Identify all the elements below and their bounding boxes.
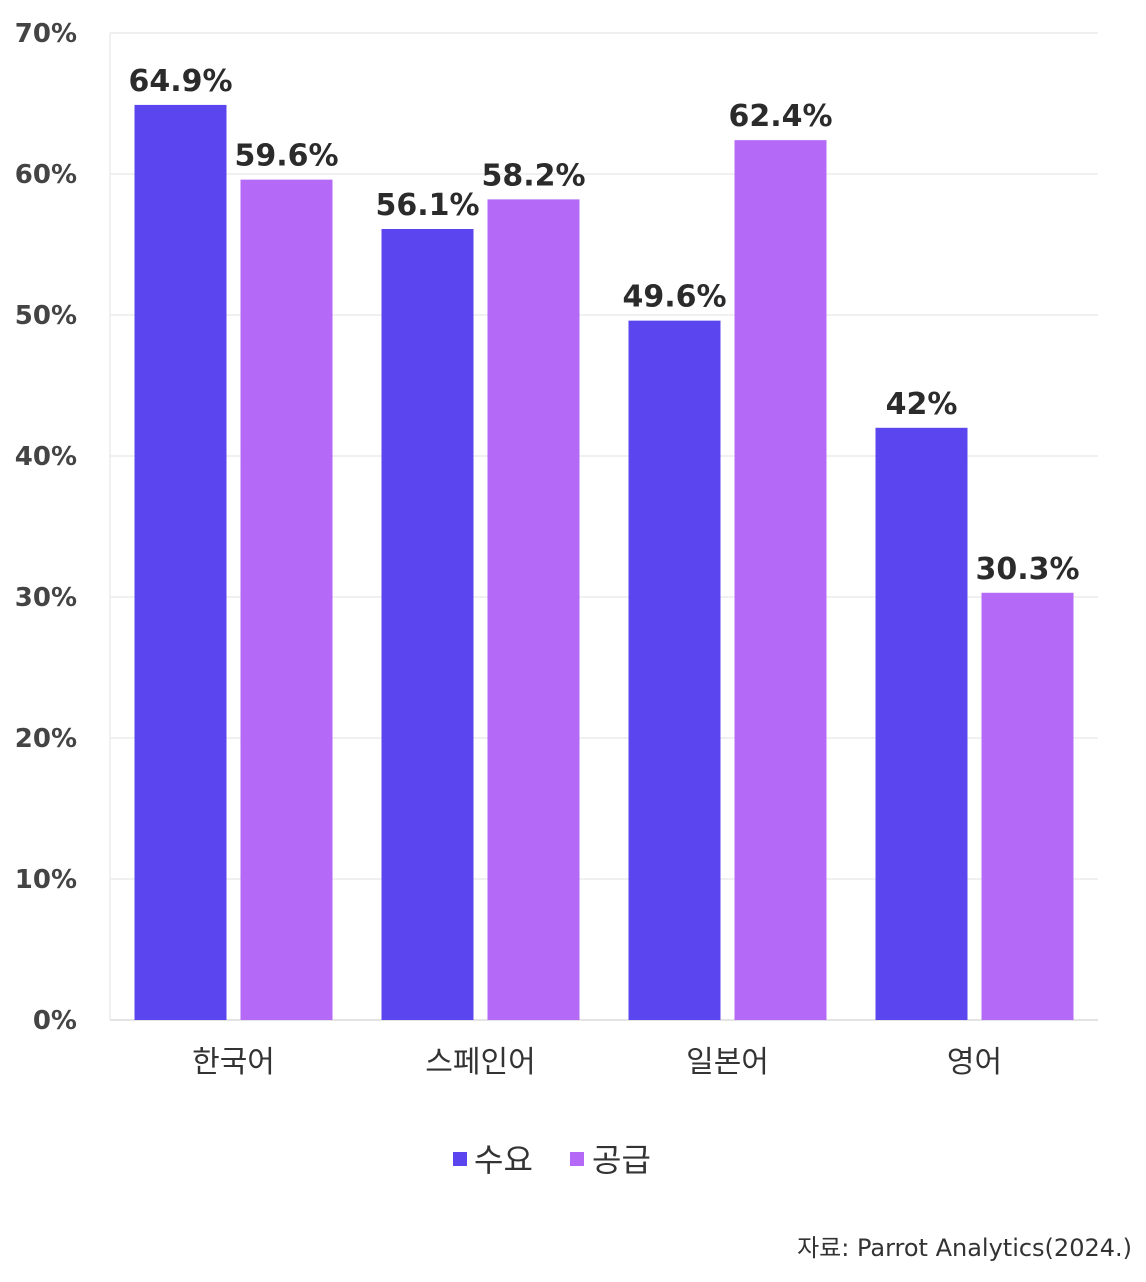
bar xyxy=(240,179,333,1020)
legend: 수요 공급 xyxy=(453,1141,651,1179)
bar xyxy=(734,140,827,1020)
data-label: 49.6% xyxy=(622,280,726,315)
legend-label: 수요 xyxy=(474,1141,533,1179)
bar xyxy=(134,104,227,1020)
x-tick-label: 일본어 xyxy=(686,1045,769,1080)
data-labels: 64.9% 59.6% 56.1%58.2% 49.6% 62.4% 42% 30.3% xyxy=(128,64,1079,587)
data-label: 56.1% xyxy=(375,188,479,223)
data-label: 58.2% xyxy=(481,158,585,193)
data-label: 62.4% xyxy=(728,99,832,134)
y-tick-label: 50% xyxy=(15,301,77,331)
y-tick-label: 60% xyxy=(15,160,77,190)
bar xyxy=(381,228,474,1021)
y-tick-label: 30% xyxy=(15,583,77,613)
bar xyxy=(981,592,1074,1020)
data-label: 42% xyxy=(886,387,958,422)
legend-label: 공급 xyxy=(592,1141,651,1179)
x-tick-label: 영어 xyxy=(947,1045,1002,1080)
legend-swatch xyxy=(453,1152,467,1166)
legend-swatch xyxy=(570,1152,584,1166)
y-tick-label: 0% xyxy=(33,1006,77,1036)
bar xyxy=(628,320,721,1020)
bar xyxy=(875,427,968,1020)
y-tick-label: 70% xyxy=(15,19,77,49)
source-note: 자료: Parrot Analytics(2024.) xyxy=(797,1234,1132,1262)
data-label: 30.3% xyxy=(975,552,1079,587)
y-axis: 0% 10% 20% 30% 40% 50% 60% 70% xyxy=(15,19,77,1036)
data-label: 64.9% xyxy=(128,64,232,99)
y-tick-label: 20% xyxy=(15,724,77,754)
y-tick-label: 10% xyxy=(15,865,77,895)
y-tick-label: 40% xyxy=(15,442,77,472)
x-tick-label: 한국어 xyxy=(192,1045,275,1080)
data-label: 59.6% xyxy=(234,139,338,174)
bar xyxy=(487,199,580,1020)
x-axis: 한국어 스페인어 일본어 영어 xyxy=(192,1045,1002,1080)
x-tick-label: 스페인어 xyxy=(425,1045,535,1080)
bars xyxy=(134,104,1074,1021)
